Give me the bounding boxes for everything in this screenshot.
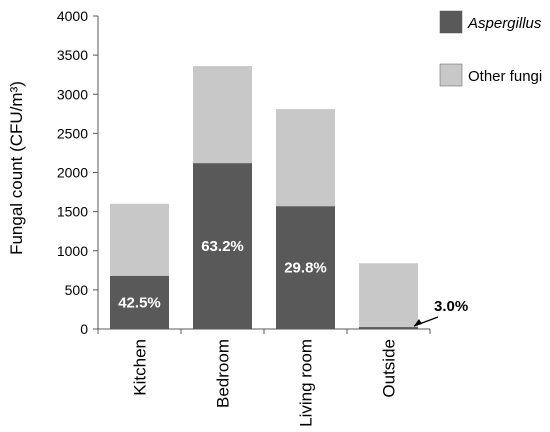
- x-category-label: Bedroom: [214, 339, 233, 408]
- bar-aspergillus: [110, 275, 169, 329]
- y-tick-label: 500: [65, 282, 89, 298]
- legend-label: Aspergillus: [467, 15, 542, 32]
- x-axis: Kitchen Bedroom Living room Outside: [97, 328, 431, 427]
- bar-other-fungi: [276, 109, 335, 207]
- legend: Aspergillus Other fungi: [439, 10, 542, 87]
- legend-label: Other fungi: [468, 68, 542, 85]
- y-axis: 0 500 1000 1500 2000 2500 3000 3500 4000: [57, 8, 99, 337]
- y-tick-label: 4000: [57, 8, 88, 24]
- data-label: 63.2%: [201, 238, 244, 255]
- y-tick-label: 3500: [57, 47, 88, 63]
- bar-aspergillus: [276, 206, 335, 329]
- bars: [110, 66, 418, 329]
- legend-swatch-aspergillus: [439, 10, 463, 34]
- bar-other-fungi: [110, 203, 169, 276]
- y-axis-title: Fungal count (CFU/m³): [7, 81, 26, 255]
- data-label-arrowhead: [414, 319, 422, 327]
- data-label: 3.0%: [434, 298, 468, 315]
- data-label: 29.8%: [284, 260, 327, 277]
- x-category-label: Living room: [297, 339, 316, 427]
- bar-aspergillus: [359, 327, 418, 329]
- bar-other-fungi: [193, 66, 252, 164]
- y-tick-label: 1500: [57, 204, 88, 220]
- bar-other-fungi: [359, 263, 418, 328]
- y-tick-label: 3000: [57, 86, 88, 102]
- data-labels: 42.5% 63.2% 29.8% 3.0%: [118, 238, 468, 327]
- bar-aspergillus: [193, 163, 252, 329]
- x-category-label: Outside: [380, 339, 399, 398]
- y-tick-label: 0: [80, 321, 88, 337]
- y-tick-label: 2500: [57, 125, 88, 141]
- y-tick-label: 1000: [57, 243, 88, 259]
- data-label: 42.5%: [118, 294, 161, 311]
- legend-swatch-other-fungi: [439, 63, 463, 87]
- y-tick-label: 2000: [57, 165, 88, 181]
- x-category-label: Kitchen: [131, 339, 150, 396]
